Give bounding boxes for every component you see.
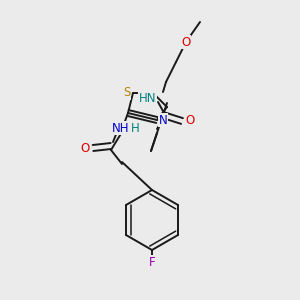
Text: F: F xyxy=(149,256,155,268)
Text: N: N xyxy=(159,113,167,127)
Text: O: O xyxy=(80,142,90,154)
Text: H: H xyxy=(130,122,140,134)
Text: HN: HN xyxy=(139,92,156,104)
Text: NH: NH xyxy=(112,122,130,134)
Text: S: S xyxy=(123,86,131,100)
Text: O: O xyxy=(185,115,195,128)
Text: O: O xyxy=(182,35,190,49)
